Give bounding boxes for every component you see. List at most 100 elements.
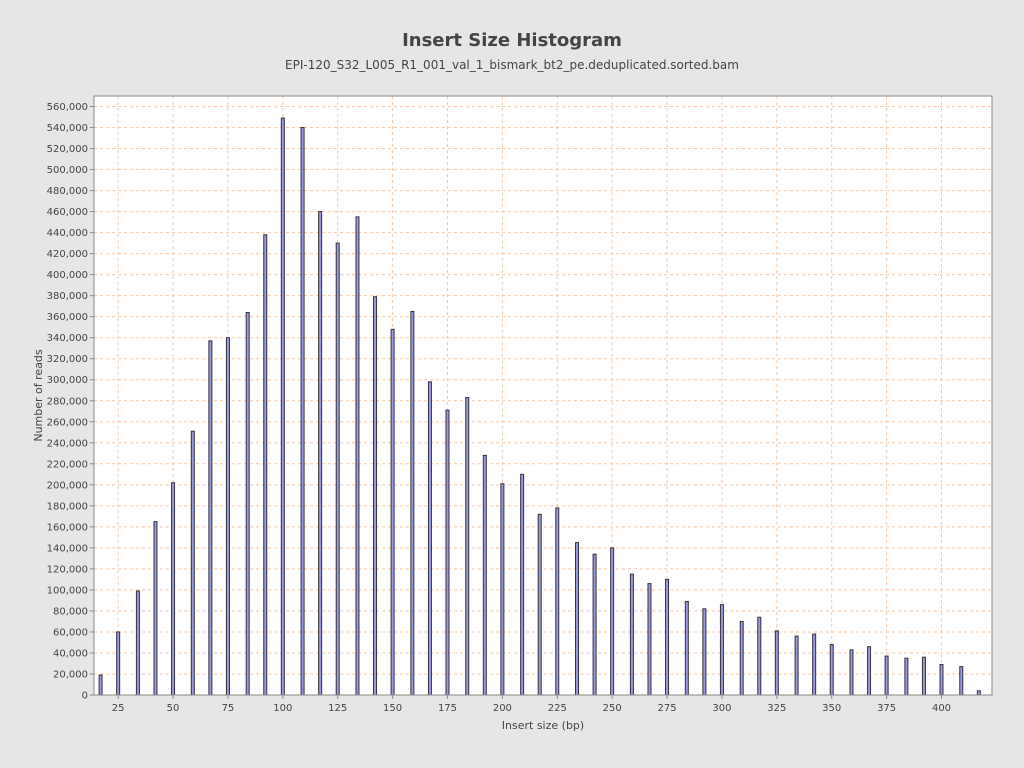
histogram-bar (465, 397, 470, 696)
histogram-bar (335, 242, 340, 696)
y-tick-label: 320,000 (47, 354, 88, 365)
y-tick-label: 520,000 (47, 144, 88, 155)
histogram-bar (116, 631, 121, 696)
x-axis-label: Insert size (bp) (502, 719, 584, 732)
histogram-bar (774, 630, 779, 696)
histogram-bar (867, 646, 872, 696)
y-tick-label: 160,000 (47, 522, 88, 533)
histogram-bar (445, 409, 450, 696)
y-tick-label: 380,000 (47, 291, 88, 302)
x-tick-label: 150 (383, 703, 402, 714)
x-tick-label: 275 (658, 703, 677, 714)
histogram-bar (592, 553, 597, 696)
x-tick-label: 125 (328, 703, 347, 714)
histogram-bar (684, 600, 689, 696)
histogram-bar (884, 655, 889, 696)
x-tick-label: 250 (603, 703, 622, 714)
x-tick-label: 50 (167, 703, 180, 714)
y-axis-label: Number of reads (32, 349, 45, 442)
x-tick-label: 225 (548, 703, 567, 714)
histogram-bar (794, 635, 799, 696)
y-tick-label: 220,000 (47, 459, 88, 470)
histogram-bar (647, 583, 652, 696)
x-tick-label: 25 (112, 703, 125, 714)
x-tick-label: 325 (767, 703, 786, 714)
histogram-bar (318, 211, 323, 696)
histogram-bar (153, 521, 158, 696)
histogram-bar (555, 507, 560, 696)
x-tick-label: 75 (222, 703, 235, 714)
x-tick-label: 350 (822, 703, 841, 714)
histogram-bar (757, 616, 762, 696)
x-tick-label: 175 (438, 703, 457, 714)
y-tick-label: 60,000 (53, 627, 88, 638)
y-tick-label: 420,000 (47, 249, 88, 260)
histogram-bar (921, 656, 926, 696)
histogram-bar (208, 340, 213, 696)
x-tick-label: 375 (877, 703, 896, 714)
y-tick-label: 100,000 (47, 585, 88, 596)
y-tick-label: 140,000 (47, 543, 88, 554)
plot-area (94, 96, 992, 695)
y-tick-label: 280,000 (47, 396, 88, 407)
histogram-bar (373, 296, 378, 696)
chart-subtitle: EPI-120_S32_L005_R1_001_val_1_bismark_bt… (285, 58, 739, 72)
histogram-bar (245, 311, 250, 696)
y-tick-label: 340,000 (47, 333, 88, 344)
histogram-bar (939, 664, 944, 696)
histogram-bar (702, 608, 707, 696)
y-tick-label: 300,000 (47, 375, 88, 386)
y-tick-label: 500,000 (47, 165, 88, 176)
histogram-bar (610, 547, 615, 696)
x-tick-label: 400 (932, 703, 951, 714)
plot-border (93, 95, 993, 696)
histogram-bar (300, 127, 305, 696)
histogram-bar (849, 649, 854, 696)
y-tick-label: 80,000 (53, 606, 88, 617)
histogram-bar (976, 690, 981, 696)
histogram-bar (263, 234, 268, 696)
histogram-bar (98, 674, 103, 696)
chart-title: Insert Size Histogram (402, 30, 622, 51)
histogram-bar (410, 310, 415, 696)
y-tick-label: 200,000 (47, 480, 88, 491)
histogram-bar (135, 590, 140, 696)
y-tick-label: 0 (82, 691, 88, 702)
histogram-bar (739, 620, 744, 696)
y-tick-label: 180,000 (47, 501, 88, 512)
histogram-bar (719, 604, 724, 696)
histogram-bar (812, 633, 817, 696)
histogram-bar (829, 644, 834, 696)
histogram-bar (537, 513, 542, 696)
x-tick-label: 200 (493, 703, 512, 714)
histogram-bar (427, 381, 432, 696)
histogram-bar (575, 542, 580, 696)
x-tick-label: 300 (712, 703, 731, 714)
y-tick-label: 480,000 (47, 186, 88, 197)
x-tick-label: 100 (273, 703, 292, 714)
histogram-bar (225, 337, 230, 696)
y-tick-label: 360,000 (47, 312, 88, 323)
y-tick-label: 540,000 (47, 123, 88, 134)
y-tick-label: 20,000 (53, 669, 88, 680)
y-tick-label: 440,000 (47, 228, 88, 239)
histogram-bar (904, 657, 909, 696)
histogram-bar (665, 578, 670, 696)
y-tick-label: 240,000 (47, 438, 88, 449)
histogram-bar (390, 328, 395, 696)
y-tick-label: 560,000 (47, 102, 88, 113)
histogram-bar (280, 117, 285, 696)
y-tick-label: 460,000 (47, 207, 88, 218)
histogram-bar (629, 573, 634, 696)
histogram-bar (500, 483, 505, 696)
y-tick-label: 260,000 (47, 417, 88, 428)
histogram-bar (190, 430, 195, 696)
y-tick-label: 120,000 (47, 564, 88, 575)
histogram-bar (520, 473, 525, 696)
histogram-bar (482, 454, 487, 696)
histogram-bar (959, 666, 964, 696)
y-tick-label: 40,000 (53, 648, 88, 659)
histogram-bar (171, 482, 176, 696)
histogram-bar (355, 216, 360, 696)
